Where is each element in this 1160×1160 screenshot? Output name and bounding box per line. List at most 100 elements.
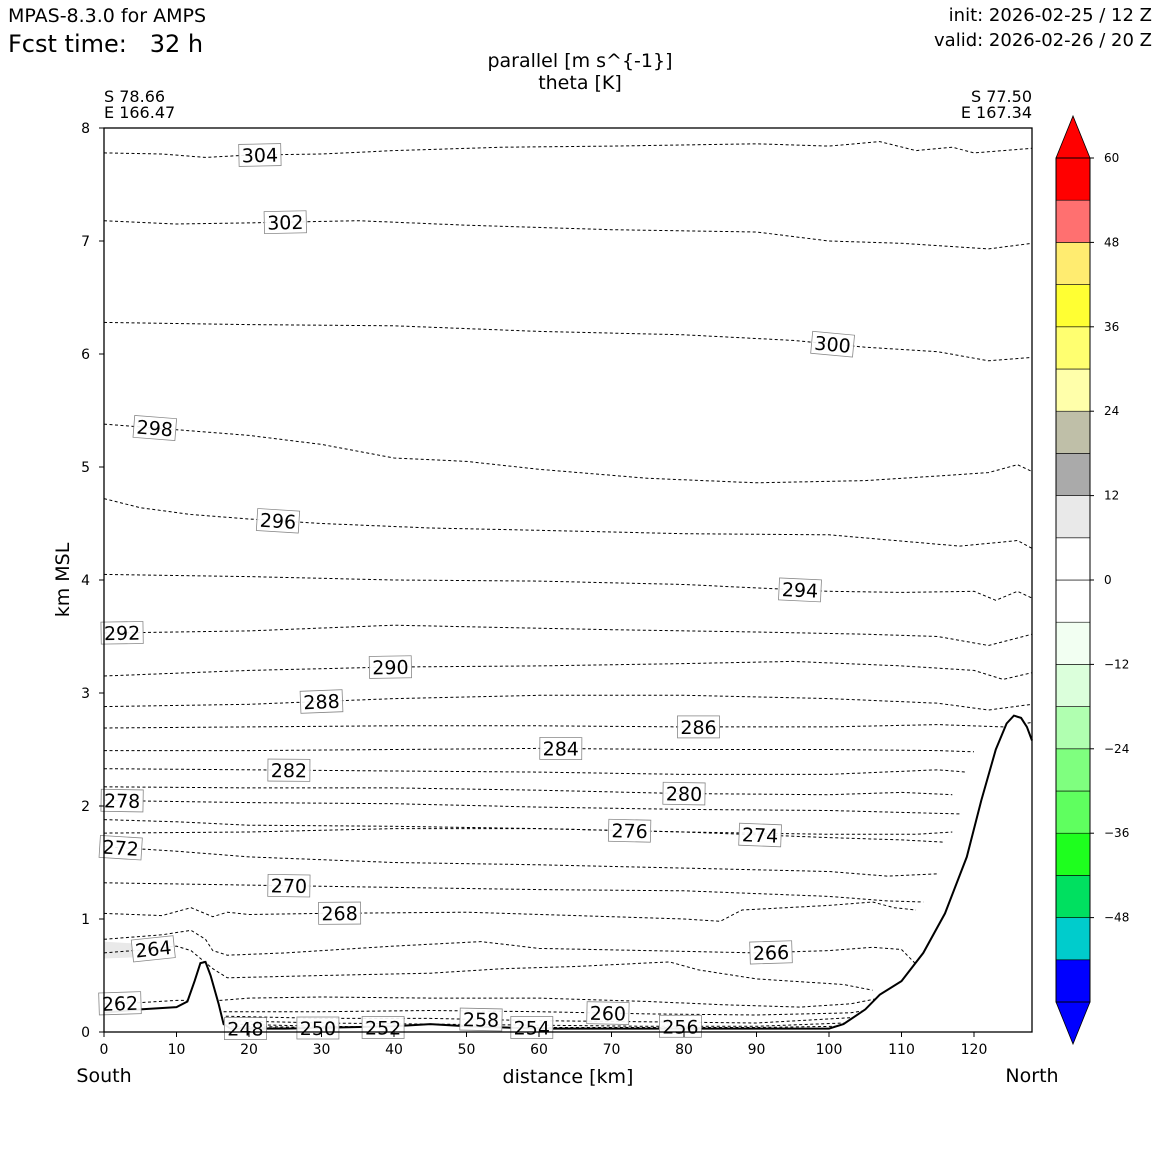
theta-label-262: 262 (102, 993, 139, 1016)
theta-contour-296 (103, 498, 1033, 549)
theta-label-group-248: 248 (223, 1017, 267, 1041)
plot-frame (103, 127, 1033, 1033)
theta-label-298: 298 (136, 417, 174, 442)
theta-label-280: 280 (666, 783, 703, 806)
theta-label-256: 256 (662, 1016, 698, 1038)
forecast-time-label: Fcst time: (8, 30, 127, 58)
theta-label-box-270 (267, 873, 311, 898)
theta-contour-labels: 304 302 300 298 296 294 292 290 288 286 284 282 280 2… (98, 143, 855, 1041)
x-tick-label-40: 40 (385, 1042, 403, 1058)
left-endpoint-lat: S 78.66 (104, 87, 166, 106)
theta-contour-272 (103, 846, 938, 877)
theta-label-group-254: 254 (510, 1016, 554, 1040)
colorbar-segment-11 (1055, 495, 1091, 539)
x-tick-label-100: 100 (816, 1042, 843, 1058)
x-tick-label-30: 30 (313, 1042, 331, 1058)
theta-label-group-262: 262 (98, 991, 142, 1016)
axes: 0 10 20 30 40 50 60 70 80 90 100 110 120 0 1 2 3 4 5 6 7 8 (81, 121, 987, 1058)
theta-label-286: 286 (680, 717, 716, 739)
colorbar-segment-6 (1055, 706, 1091, 750)
theta-contour-268 (103, 901, 917, 922)
theta-contour-266 (103, 929, 917, 965)
theta-label-group-294: 294 (778, 577, 822, 603)
theta-label-266: 266 (753, 942, 790, 965)
x-tick-label-0: 0 (100, 1042, 109, 1058)
colorbar-tick-label-2: 36 (1104, 320, 1119, 334)
theta-contour-270 (103, 882, 924, 903)
theta-label-group-292: 292 (100, 621, 144, 645)
theta-label-box-262 (98, 991, 142, 1016)
forecast-time-value: 32 h (149, 30, 204, 58)
theta-contour-300 (103, 321, 1033, 362)
theta-label-group-260: 260 (586, 1001, 630, 1026)
theta-contour-276 (103, 828, 953, 835)
theta-label-group-296: 296 (255, 508, 301, 534)
theta-contour-260 (223, 1008, 873, 1016)
theta-label-304: 304 (242, 145, 279, 168)
theta-label-box-258 (459, 1007, 503, 1032)
y-tick-label-3: 3 (81, 686, 90, 702)
south-label: South (76, 1065, 131, 1087)
theta-label-box-278 (100, 788, 144, 813)
colorbar-over-arrow (1055, 114, 1091, 159)
theta-label-box-302 (263, 210, 307, 235)
colorbar-segment-0 (1055, 959, 1091, 1003)
theta-label-box-260 (586, 1001, 630, 1025)
plot-title-line-2: theta [K] (538, 72, 622, 94)
theta-contour-298 (103, 423, 1033, 484)
theta-label-box-296 (255, 508, 301, 534)
plot-title-line-1: parallel [m s^{-1}] (487, 50, 673, 72)
theta-label-group-298: 298 (132, 414, 178, 442)
colorbar-segment-4 (1055, 790, 1091, 834)
colorbar: 60 48 36 24 12 0 −12 −24 −36 −48 (1055, 114, 1129, 1046)
theta-label-272: 272 (102, 837, 140, 861)
theta-label-300: 300 (813, 333, 851, 358)
theta-label-254: 254 (514, 1018, 550, 1040)
x-tick-label-120: 120 (961, 1042, 988, 1058)
theta-label-box-288 (299, 689, 344, 714)
right-endpoint-lon: E 167.34 (960, 103, 1032, 122)
theta-label-250: 250 (300, 1018, 336, 1040)
y-tick-label-7: 7 (81, 234, 90, 250)
theta-label-box-282 (267, 758, 311, 782)
theta-label-group-256: 256 (659, 1014, 702, 1038)
colorbar-tick-label-8: −36 (1104, 826, 1129, 840)
colorbar-segment-18 (1055, 199, 1091, 243)
model-title: MPAS-8.3.0 for AMPS (8, 5, 207, 27)
theta-label-group-282: 282 (267, 758, 311, 782)
colorbar-tick-label-9: −48 (1104, 911, 1129, 925)
theta-label-box-264 (130, 935, 176, 963)
init-time: init: 2026-02-25 / 12 Z (948, 5, 1152, 26)
theta-label-302: 302 (267, 212, 304, 235)
theta-label-290: 290 (372, 657, 409, 680)
x-tick-label-20: 20 (240, 1042, 258, 1058)
theta-label-260: 260 (590, 1003, 627, 1026)
theta-label-group-304: 304 (238, 143, 282, 168)
theta-contour-278 (103, 799, 960, 815)
theta-label-box-284 (539, 736, 583, 761)
theta-label-box-248 (223, 1017, 267, 1040)
theta-label-294: 294 (781, 579, 818, 603)
theta-label-group-258: 258 (459, 1007, 503, 1032)
y-tick-label-1: 1 (81, 912, 90, 928)
valid-time: valid: 2026-02-26 / 20 Z (934, 30, 1152, 51)
colorbar-under-arrow (1055, 1001, 1091, 1046)
colorbar-segment-2 (1055, 875, 1091, 918)
colorbar-tick-label-0: 60 (1104, 151, 1119, 165)
colorbar-segment-1 (1055, 917, 1091, 961)
theta-label-276: 276 (611, 820, 648, 843)
colorbar-segment-16 (1055, 284, 1091, 328)
theta-contour-294 (103, 573, 1033, 601)
colorbar-segment-12 (1055, 453, 1091, 496)
colorbar-segment-5 (1055, 748, 1091, 792)
x-tick-label-80: 80 (675, 1042, 693, 1058)
x-tick-label-60: 60 (530, 1042, 548, 1058)
theta-label-group-284: 284 (539, 736, 583, 761)
theta-label-group-276: 276 (607, 818, 652, 843)
y-tick-label-8: 8 (81, 121, 90, 137)
y-tick-label-4: 4 (81, 573, 90, 589)
theta-label-group-272: 272 (98, 834, 143, 861)
theta-label-group-252: 252 (361, 1016, 405, 1040)
colorbar-segment-14 (1055, 368, 1091, 412)
